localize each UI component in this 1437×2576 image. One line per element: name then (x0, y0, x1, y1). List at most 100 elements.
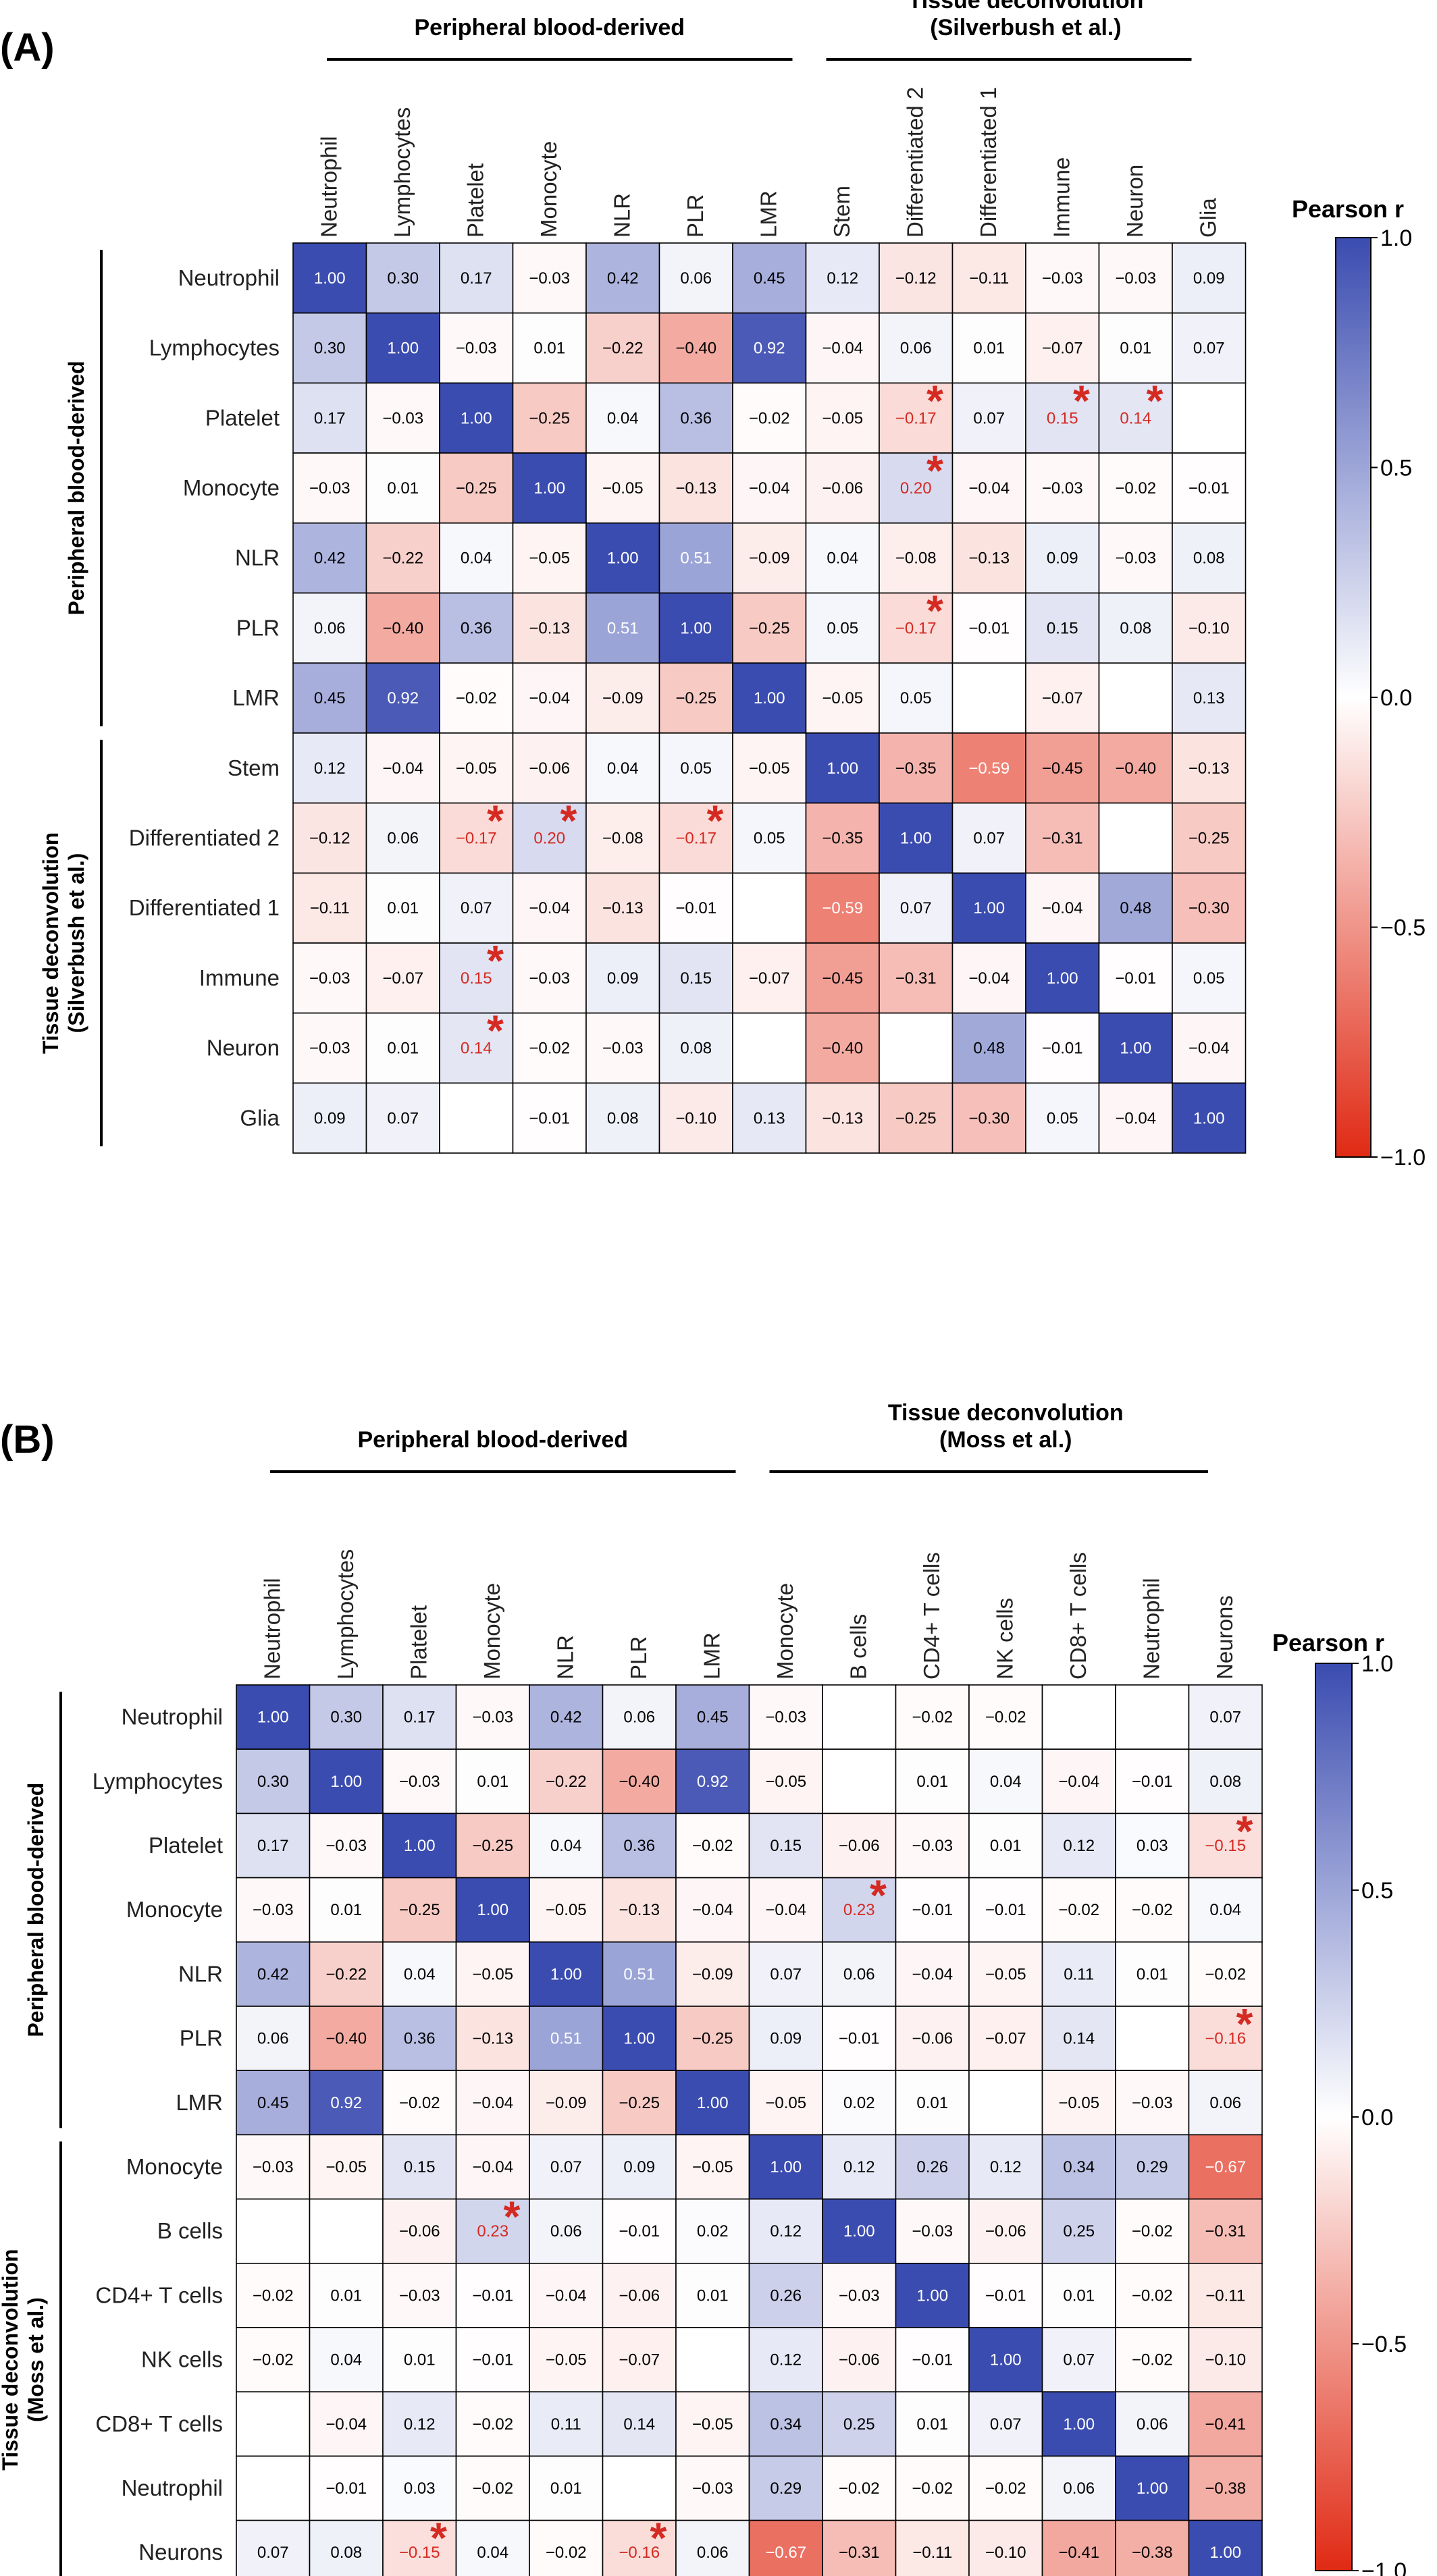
cell-value: −0.09 (692, 1965, 733, 1983)
cell-value: −0.67 (765, 2544, 806, 2562)
heatmap-cell (1098, 802, 1173, 874)
heatmap-cell (1172, 522, 1247, 594)
heatmap-cell (512, 942, 587, 1014)
heatmap-cell (1041, 1684, 1116, 1750)
colorbar-tick-label: 0.5 (1361, 1878, 1393, 1904)
heatmap-cell (1115, 2070, 1190, 2136)
column-label: LMR (756, 190, 781, 238)
heatmap-cell (822, 1941, 897, 2007)
heatmap-cell (732, 1012, 807, 1084)
heatmap-cell (309, 2006, 384, 2071)
heatmap-cell (658, 382, 733, 454)
cell-value: −0.07 (619, 2351, 660, 2369)
heatmap-cell (748, 2327, 823, 2392)
heatmap-cell (602, 2070, 677, 2136)
panel-letter: (A) (0, 26, 55, 70)
cell-value: −0.05 (822, 409, 863, 427)
cell-value: 1.00 (1209, 2544, 1241, 2562)
cell-value: 0.51 (550, 2030, 582, 2048)
cell-value: 0.15 (404, 2158, 436, 2176)
heatmap-cell (1025, 382, 1100, 454)
cell-value: −0.13 (529, 619, 570, 637)
heatmap-cell (382, 2070, 457, 2136)
heatmap-cell (1172, 942, 1247, 1014)
cell-value: −0.12 (309, 829, 350, 847)
cell-value: 0.36 (404, 2030, 436, 2048)
row-group-label-blood: Peripheral blood-derived (24, 1783, 48, 2037)
heatmap-cell (822, 1877, 897, 1943)
cell-value: −0.04 (749, 479, 790, 498)
cell-value: −0.01 (1115, 969, 1156, 988)
cell-value: 0.06 (697, 2544, 729, 2562)
cell-value: −0.10 (985, 2544, 1026, 2562)
column-label: NLR (609, 193, 634, 238)
cell-value: 0.09 (314, 1109, 346, 1127)
cell-value: 0.01 (477, 1773, 508, 1791)
heatmap-cell (879, 872, 953, 944)
row-label: NLR (178, 1961, 223, 1986)
heatmap-cell (675, 2070, 750, 2136)
cell-value: 0.04 (404, 1965, 436, 1983)
cell-value: −0.05 (456, 759, 497, 778)
heatmap-cell (585, 312, 660, 384)
heatmap-cell (309, 2198, 384, 2264)
cell-value: 0.07 (973, 409, 1005, 427)
cell-value: −0.22 (546, 1773, 587, 1791)
heatmap-cell (512, 662, 587, 734)
cell-value: −0.03 (456, 340, 497, 358)
cell-value: 0.01 (330, 1901, 362, 1919)
row-group-label-blood: Peripheral blood-derived (64, 360, 88, 615)
cell-value: 1.00 (697, 2094, 729, 2112)
cell-value: −0.16 (1205, 2030, 1246, 2048)
cell-value: 0.34 (1063, 2158, 1095, 2176)
cell-value: −0.04 (325, 2415, 367, 2434)
heatmap-cell (675, 2198, 750, 2264)
row-label: Immune (199, 965, 280, 990)
heatmap-cell (439, 942, 514, 1014)
heatmap-cell (822, 2391, 897, 2457)
heatmap-cell (292, 312, 367, 384)
heatmap-cell (529, 2070, 604, 2136)
cell-value: 0.06 (680, 269, 712, 288)
cell-value: 1.00 (754, 689, 785, 707)
heatmap-cell (292, 522, 367, 594)
row-label: B cells (157, 2218, 223, 2243)
heatmap-cell (382, 2455, 457, 2521)
cell-value: 0.51 (680, 549, 712, 568)
heatmap-cell (1041, 1748, 1116, 1815)
cell-value: 0.08 (607, 1109, 639, 1127)
colorbar-tick-label: 1.0 (1380, 225, 1412, 251)
cell-value: −0.01 (529, 1109, 570, 1127)
cell-value: −0.01 (985, 2286, 1026, 2305)
cell-value: 1.00 (461, 409, 492, 427)
column-label: Lymphocytes (390, 107, 415, 238)
cell-value: 0.14 (1063, 2030, 1095, 2048)
column-label: Neutrophil (316, 136, 341, 238)
cell-value: 0.01 (550, 2479, 582, 2498)
cell-value: 0.92 (387, 689, 419, 707)
heatmap-cell (1025, 942, 1100, 1014)
heatmap-cell (1172, 312, 1247, 384)
heatmap-cell (1188, 2519, 1263, 2576)
cell-value: −0.05 (985, 1965, 1026, 1983)
cell-value: −0.01 (968, 619, 1010, 637)
row-label: Differentiated 2 (129, 825, 280, 850)
heatmap-cell (822, 2455, 897, 2521)
cell-value: −0.05 (822, 689, 863, 707)
cell-value: −0.06 (399, 2222, 440, 2240)
heatmap-cell (1188, 2198, 1263, 2264)
cell-value: −0.25 (749, 619, 790, 637)
heatmap-cell (602, 2519, 677, 2576)
cell-value: −0.02 (253, 2351, 294, 2369)
row-label: Stem (228, 755, 280, 780)
heatmap-cell (879, 242, 953, 314)
cell-value: 0.01 (387, 1040, 419, 1058)
cell-value: 0.04 (550, 1837, 582, 1855)
cell-value: −0.04 (546, 2286, 587, 2305)
heatmap-cell (895, 2455, 970, 2521)
heatmap-cell (1188, 2263, 1263, 2328)
cell-value: 1.00 (1136, 2479, 1168, 2498)
cell-value: 1.00 (550, 1965, 582, 1983)
cell-value: 1.00 (770, 2158, 802, 2176)
heatmap-cell (951, 1082, 1026, 1154)
